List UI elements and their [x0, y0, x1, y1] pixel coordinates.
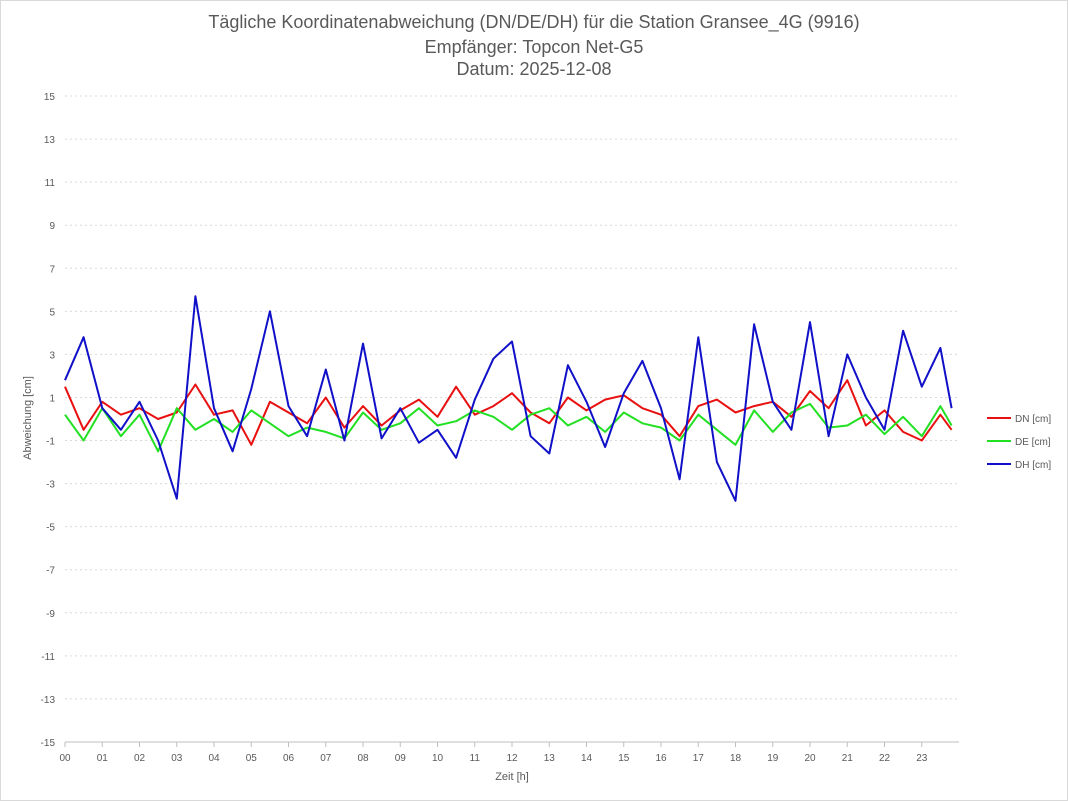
x-tick-label: 13: [544, 753, 556, 764]
x-axis-title: Zeit [h]: [495, 771, 529, 783]
y-tick-label: 3: [49, 350, 55, 361]
y-tick-label: -11: [41, 652, 55, 663]
x-tick-label: 07: [320, 753, 332, 764]
x-tick-label: 16: [655, 753, 667, 764]
y-tick-label: 5: [49, 307, 55, 318]
series-lines: [64, 295, 953, 502]
x-tick-label: 11: [470, 753, 481, 764]
y-tick-label: 1: [49, 393, 55, 404]
x-tick-label: 05: [246, 753, 258, 764]
legend-label: DN [cm]: [1015, 414, 1051, 425]
x-tick-label: 10: [432, 753, 444, 764]
x-tick-label: 08: [357, 753, 369, 764]
x-tick-label: 01: [97, 753, 109, 764]
chart-subtitle-date: Datum: 2025-12-08: [456, 59, 612, 79]
x-tick-label: 02: [134, 753, 146, 764]
y-tick-label: -7: [46, 566, 55, 577]
x-tick-label: 21: [842, 753, 854, 764]
y-tick-label: 9: [49, 221, 55, 232]
y-tick-label: -9: [46, 609, 55, 620]
chart-subtitle-receiver: Empfänger: Topcon Net-G5: [424, 37, 644, 57]
x-tick-label: 23: [916, 753, 928, 764]
x-tick-label: 22: [879, 753, 891, 764]
x-tick-label: 06: [283, 753, 295, 764]
x-tick-label: 20: [804, 753, 816, 764]
y-tick-label: 13: [44, 135, 56, 146]
x-tick-label: 15: [618, 753, 630, 764]
y-tick-label: -13: [41, 695, 56, 706]
y-tick-label: 15: [44, 92, 56, 103]
x-tick-labels: 00 01 02 03 04 05 06 07 08 09 10 11 12 13 14 15 16 17 18 19…: [59, 741, 959, 764]
x-tick-label: 18: [730, 753, 742, 764]
x-tick-label: 12: [506, 753, 518, 764]
grid-lines: [65, 95, 959, 743]
x-tick-label: 19: [767, 753, 779, 764]
y-tick-label: -1: [46, 437, 55, 448]
y-tick-labels: 15 13 11 9 7 5 3 1 -1 -3 -5 -7 -9 -11 -13 -15: [41, 92, 56, 749]
x-tick-label: 14: [581, 753, 593, 764]
y-tick-label: -3: [46, 480, 55, 491]
legend-label: DH [cm]: [1015, 460, 1051, 471]
legend-label: DE [cm]: [1015, 437, 1051, 448]
series-line-de: [64, 402, 953, 453]
chart-title: Tägliche Koordinatenabweichung (DN/DE/DH…: [208, 12, 860, 32]
y-tick-label: -5: [46, 523, 55, 534]
y-axis-title: Abweichung [cm]: [22, 376, 34, 460]
legend: DN [cm] DE [cm] DH [cm]: [987, 414, 1051, 471]
series-line-dn: [64, 379, 953, 446]
series-line-dh: [64, 295, 953, 502]
y-tick-label: 7: [49, 264, 55, 275]
y-tick-label: 11: [45, 178, 56, 189]
x-tick-label: 09: [395, 753, 407, 764]
y-tick-label: -15: [41, 738, 56, 749]
x-tick-label: 17: [693, 753, 705, 764]
x-tick-label: 03: [171, 753, 183, 764]
x-tick-label: 00: [59, 753, 71, 764]
x-tick-label: 04: [208, 753, 220, 764]
